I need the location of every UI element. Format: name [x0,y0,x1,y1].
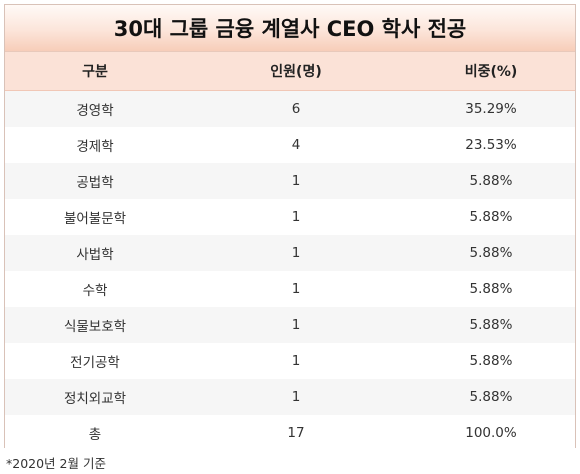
row-share: 5.88% [469,245,513,261]
table-row: 식물보호학 1 5.88% [5,307,575,343]
row-major: 경영학 [76,103,114,119]
table-row: 불어불문학 1 5.88% [5,199,575,235]
footnote: *2020년 2월 기준 [6,456,106,471]
table-row: 전기공학 1 5.88% [5,343,575,379]
table-row: 수학 1 5.88% [5,271,575,307]
row-share: 5.88% [469,281,513,297]
header-row: 구분 인원(명) 비중(%) [5,52,575,91]
row-share: 5.88% [469,173,513,189]
row-major: 정치외교학 [63,391,127,407]
table-row: 정치외교학 1 5.88% [5,379,575,415]
table-title: 30대 그룹 금융 계열사 CEO 학사 전공 [113,17,467,41]
row-share: 23.53% [465,137,517,153]
row-count: 1 [291,245,301,261]
row-share: 5.88% [469,389,513,405]
row-count: 1 [291,353,301,369]
row-major: 불어불문학 [63,211,127,227]
table-row: 공법학 1 5.88% [5,163,575,199]
row-share: 35.29% [465,101,517,117]
total-label: 총 [88,427,102,443]
table-row: 경영학 6 35.29% [5,91,575,127]
row-major: 경제학 [76,139,114,155]
row-share: 5.88% [469,317,513,333]
row-count: 1 [291,209,301,225]
header-share: 비중(%) [464,64,518,80]
row-major: 사법학 [76,247,114,263]
row-count: 4 [291,137,301,153]
row-share: 5.88% [469,209,513,225]
total-count: 17 [287,425,305,441]
row-share: 5.88% [469,353,513,369]
header-count: 인원(명) [270,64,322,80]
data-table: 30대 그룹 금융 계열사 CEO 학사 전공 구분 인원(명) 비중(%) 경… [4,4,576,451]
row-major: 식물보호학 [63,319,127,335]
row-count: 1 [291,173,301,189]
table-title-bar: 30대 그룹 금융 계열사 CEO 학사 전공 [5,5,575,52]
total-row: 총 17 100.0% [5,415,575,451]
total-share: 100.0% [465,425,517,441]
table-row: 경제학 4 23.53% [5,127,575,163]
header-category: 구분 [82,64,108,80]
row-count: 6 [291,101,301,117]
table-row: 사법학 1 5.88% [5,235,575,271]
row-major: 공법학 [76,175,114,191]
row-major: 전기공학 [70,355,120,371]
row-count: 1 [291,281,301,297]
row-count: 1 [291,389,301,405]
row-major: 수학 [82,283,108,299]
row-count: 1 [291,317,301,333]
